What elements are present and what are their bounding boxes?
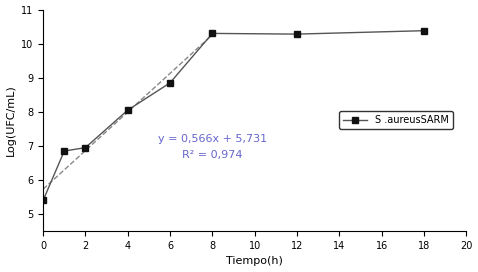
S .aureusSARM	[83, 146, 88, 149]
Text: y = 0,566x + 5,731
R² = 0,974: y = 0,566x + 5,731 R² = 0,974	[158, 134, 267, 160]
S .aureusSARM	[125, 109, 130, 112]
S .aureusSARM	[167, 81, 173, 85]
S .aureusSARM	[40, 199, 46, 202]
S .aureusSARM	[61, 149, 67, 153]
S .aureusSARM	[294, 32, 300, 36]
S .aureusSARM	[421, 29, 427, 32]
X-axis label: Tiempo(h): Tiempo(h)	[226, 256, 283, 267]
Line: S .aureusSARM: S .aureusSARM	[40, 28, 427, 203]
S .aureusSARM	[209, 32, 215, 35]
Legend: S .aureusSARM: S .aureusSARM	[339, 112, 453, 129]
Y-axis label: Log(UFC/mL): Log(UFC/mL)	[6, 85, 16, 156]
